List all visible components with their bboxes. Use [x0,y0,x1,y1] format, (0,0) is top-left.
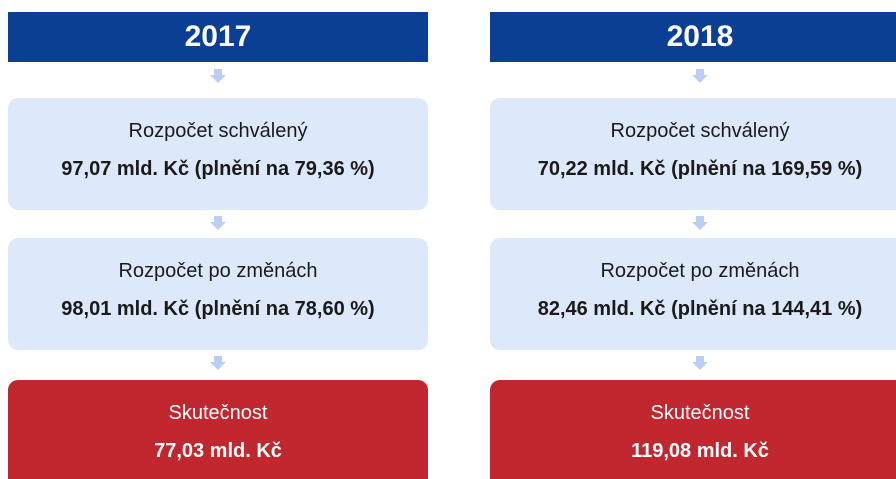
changed-label: Rozpočet po změnách [600,260,800,282]
arrow-shape [692,216,708,230]
approved-label: Rozpočet schválený [610,120,790,142]
arrow-shape [692,356,708,370]
arrow-shape [692,69,708,83]
approved-label: Rozpočet schválený [128,120,308,142]
down-arrow [692,216,708,230]
arrow-shape [210,216,226,230]
approved-box: Rozpočet schválený 70,22 mld. Kč (plnění … [490,98,896,210]
actual-box: Skutečnost 119,08 mld. Kč [490,380,896,479]
down-arrow [692,69,708,83]
changed-box: Rozpočet po změnách 82,46 mld. Kč (plnění… [490,238,896,350]
changed-label: Rozpočet po změnách [118,260,318,282]
down-arrow [210,216,226,230]
year-header: 2017 [8,12,428,62]
down-arrow [210,356,226,370]
column: 2018 Rozpočet schválený 70,22 mld. Kč (pln… [490,0,896,479]
actual-value: 77,03 mld. Kč [154,440,282,462]
column: 2017 Rozpočet schválený 97,07 mld. Kč (pln… [8,0,428,479]
actual-box: Skutečnost 77,03 mld. Kč [8,380,428,479]
changed-box: Rozpočet po změnách 98,01 mld. Kč (plnění… [8,238,428,350]
approved-value: 70,22 mld. Kč (plnění na 169,59 %) [537,158,863,180]
changed-value: 98,01 mld. Kč (plnění na 78,60 %) [61,298,375,320]
approved-box: Rozpočet schválený 97,07 mld. Kč (plnění … [8,98,428,210]
year-header: 2018 [490,12,896,62]
changed-value: 82,46 mld. Kč (plnění na 144,41 %) [537,298,863,320]
down-arrow [692,356,708,370]
arrow-shape [210,69,226,83]
actual-label: Skutečnost [168,402,268,424]
actual-value: 119,08 mld. Kč [631,440,769,462]
arrow-shape [210,356,226,370]
actual-label: Skutečnost [650,402,750,424]
down-arrow [210,69,226,83]
approved-value: 97,07 mld. Kč (plnění na 79,36 %) [61,158,375,180]
